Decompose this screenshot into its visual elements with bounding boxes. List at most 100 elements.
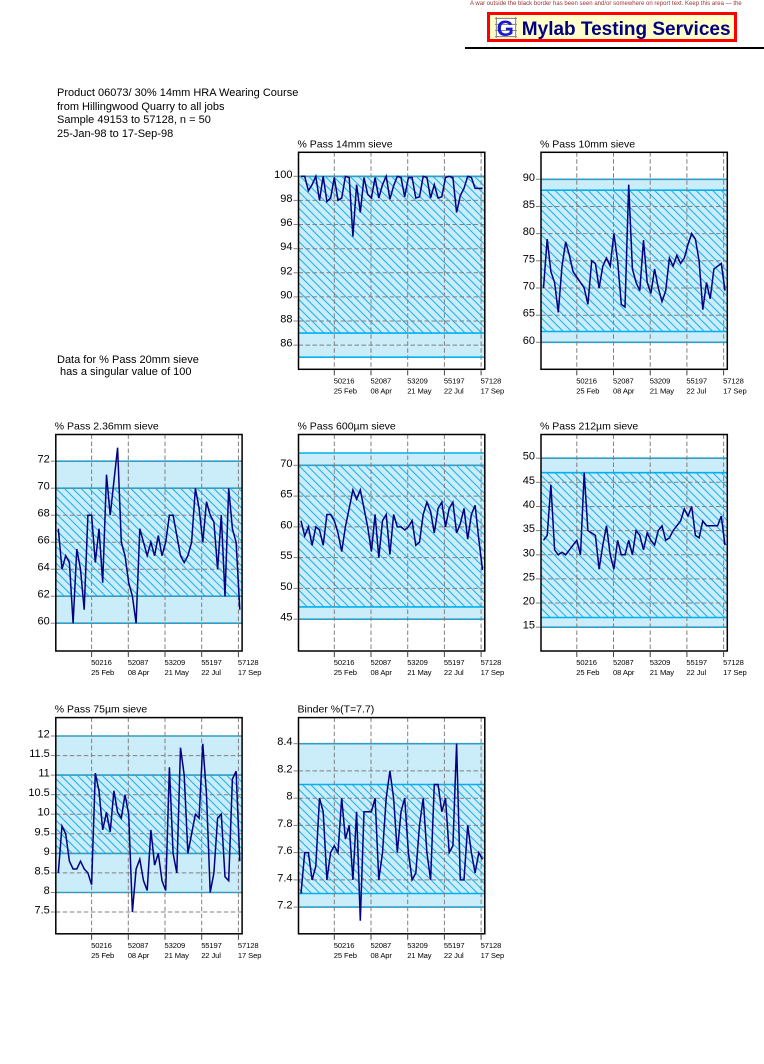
svg-text:8.2: 8.2 bbox=[277, 763, 292, 775]
svg-text:53209: 53209 bbox=[165, 941, 186, 950]
svg-text:10: 10 bbox=[38, 807, 50, 819]
svg-text:72: 72 bbox=[38, 454, 50, 466]
svg-text:57128: 57128 bbox=[481, 376, 502, 385]
svg-text:17 Sep: 17 Sep bbox=[723, 668, 746, 677]
svg-text:94: 94 bbox=[280, 241, 292, 253]
svg-text:21 May: 21 May bbox=[165, 951, 190, 960]
svg-text:70: 70 bbox=[38, 481, 50, 493]
svg-text:60: 60 bbox=[280, 519, 292, 531]
svg-text:64: 64 bbox=[38, 562, 50, 574]
svg-text:% Pass 600µm sieve: % Pass 600µm sieve bbox=[298, 421, 396, 433]
svg-text:25 Feb: 25 Feb bbox=[334, 951, 357, 960]
svg-text:53209: 53209 bbox=[165, 658, 186, 667]
svg-text:90: 90 bbox=[280, 289, 292, 301]
svg-text:80: 80 bbox=[523, 226, 535, 238]
svg-text:53209: 53209 bbox=[650, 658, 671, 667]
svg-text:25: 25 bbox=[523, 571, 535, 583]
svg-text:50216: 50216 bbox=[576, 658, 597, 667]
svg-text:7.5: 7.5 bbox=[35, 905, 50, 917]
svg-text:08 Apr: 08 Apr bbox=[371, 951, 393, 960]
svg-text:7.6: 7.6 bbox=[277, 845, 292, 857]
svg-text:22 Jul: 22 Jul bbox=[201, 951, 221, 960]
svg-text:22 Jul: 22 Jul bbox=[686, 668, 706, 677]
svg-text:8.5: 8.5 bbox=[35, 865, 50, 877]
svg-text:70: 70 bbox=[280, 458, 292, 470]
svg-text:88: 88 bbox=[280, 314, 292, 326]
svg-text:11.5: 11.5 bbox=[29, 748, 50, 760]
svg-text:45: 45 bbox=[523, 475, 535, 487]
svg-text:57128: 57128 bbox=[238, 941, 259, 950]
svg-text:G: G bbox=[497, 17, 514, 40]
svg-text:% Pass 212µm sieve: % Pass 212µm sieve bbox=[540, 421, 638, 433]
svg-text:25 Feb: 25 Feb bbox=[334, 386, 357, 395]
svg-text:55197: 55197 bbox=[201, 658, 222, 667]
svg-text:66: 66 bbox=[38, 535, 50, 547]
svg-text:22 Jul: 22 Jul bbox=[444, 951, 464, 960]
svg-text:7.4: 7.4 bbox=[277, 872, 292, 884]
svg-text:22 Jul: 22 Jul bbox=[201, 668, 221, 677]
svg-text:100: 100 bbox=[274, 169, 292, 181]
svg-text:% Pass 10mm sieve: % Pass 10mm sieve bbox=[540, 138, 635, 150]
svg-text:17 Sep: 17 Sep bbox=[481, 951, 504, 960]
svg-text:50216: 50216 bbox=[91, 658, 112, 667]
svg-text:55197: 55197 bbox=[444, 658, 465, 667]
svg-text:52087: 52087 bbox=[371, 376, 392, 385]
svg-text:55197: 55197 bbox=[444, 376, 465, 385]
svg-text:75: 75 bbox=[523, 253, 535, 265]
svg-text:Binder %(T=7.7): Binder %(T=7.7) bbox=[298, 704, 375, 716]
svg-text:7.2: 7.2 bbox=[277, 900, 292, 912]
svg-text:8: 8 bbox=[286, 791, 292, 803]
svg-text:53209: 53209 bbox=[407, 941, 428, 950]
svg-text:25 Feb: 25 Feb bbox=[576, 668, 599, 677]
svg-text:17 Sep: 17 Sep bbox=[481, 668, 504, 677]
svg-text:62: 62 bbox=[38, 589, 50, 601]
svg-text:21 May: 21 May bbox=[165, 668, 190, 677]
svg-text:60: 60 bbox=[523, 335, 535, 347]
svg-text:98: 98 bbox=[280, 193, 292, 205]
svg-text:30: 30 bbox=[523, 547, 535, 559]
svg-text:55197: 55197 bbox=[444, 941, 465, 950]
svg-text:57128: 57128 bbox=[238, 658, 259, 667]
svg-text:22 Jul: 22 Jul bbox=[686, 386, 706, 395]
svg-text:40: 40 bbox=[523, 499, 535, 511]
svg-text:92: 92 bbox=[280, 265, 292, 277]
svg-text:45: 45 bbox=[280, 612, 292, 624]
svg-text:53209: 53209 bbox=[650, 376, 671, 385]
svg-text:57128: 57128 bbox=[481, 941, 502, 950]
svg-text:25 Feb: 25 Feb bbox=[91, 668, 114, 677]
svg-text:8.4: 8.4 bbox=[277, 736, 292, 748]
svg-text:21 May: 21 May bbox=[407, 951, 432, 960]
svg-text:15: 15 bbox=[523, 620, 535, 632]
svg-text:08 Apr: 08 Apr bbox=[128, 668, 150, 677]
svg-text:60: 60 bbox=[38, 616, 50, 628]
svg-text:35: 35 bbox=[523, 523, 535, 535]
svg-text:12: 12 bbox=[38, 729, 50, 741]
svg-text:% Pass 14mm sieve: % Pass 14mm sieve bbox=[298, 138, 393, 150]
svg-text:96: 96 bbox=[280, 217, 292, 229]
svg-text:50216: 50216 bbox=[91, 941, 112, 950]
svg-text:57128: 57128 bbox=[481, 658, 502, 667]
svg-text:85: 85 bbox=[523, 199, 535, 211]
svg-text:25 Feb: 25 Feb bbox=[576, 386, 599, 395]
svg-text:11: 11 bbox=[38, 768, 49, 780]
svg-text:70: 70 bbox=[523, 281, 535, 293]
svg-text:25 Feb: 25 Feb bbox=[91, 951, 114, 960]
svg-text:21 May: 21 May bbox=[650, 668, 675, 677]
svg-text:50216: 50216 bbox=[576, 376, 597, 385]
svg-text:55197: 55197 bbox=[201, 941, 222, 950]
svg-text:55197: 55197 bbox=[686, 376, 707, 385]
svg-text:52087: 52087 bbox=[371, 941, 392, 950]
svg-text:50216: 50216 bbox=[334, 376, 355, 385]
svg-text:21 May: 21 May bbox=[650, 386, 675, 395]
svg-text:55: 55 bbox=[280, 550, 292, 562]
svg-text:20: 20 bbox=[523, 596, 535, 608]
svg-text:9.5: 9.5 bbox=[35, 826, 50, 838]
svg-text:50: 50 bbox=[280, 581, 292, 593]
svg-text:52087: 52087 bbox=[128, 941, 149, 950]
svg-text:08 Apr: 08 Apr bbox=[128, 951, 150, 960]
svg-text:17 Sep: 17 Sep bbox=[238, 951, 261, 960]
svg-text:10.5: 10.5 bbox=[28, 787, 49, 799]
svg-text:50216: 50216 bbox=[334, 941, 355, 950]
svg-text:52087: 52087 bbox=[613, 658, 634, 667]
svg-text:21 May: 21 May bbox=[407, 668, 432, 677]
